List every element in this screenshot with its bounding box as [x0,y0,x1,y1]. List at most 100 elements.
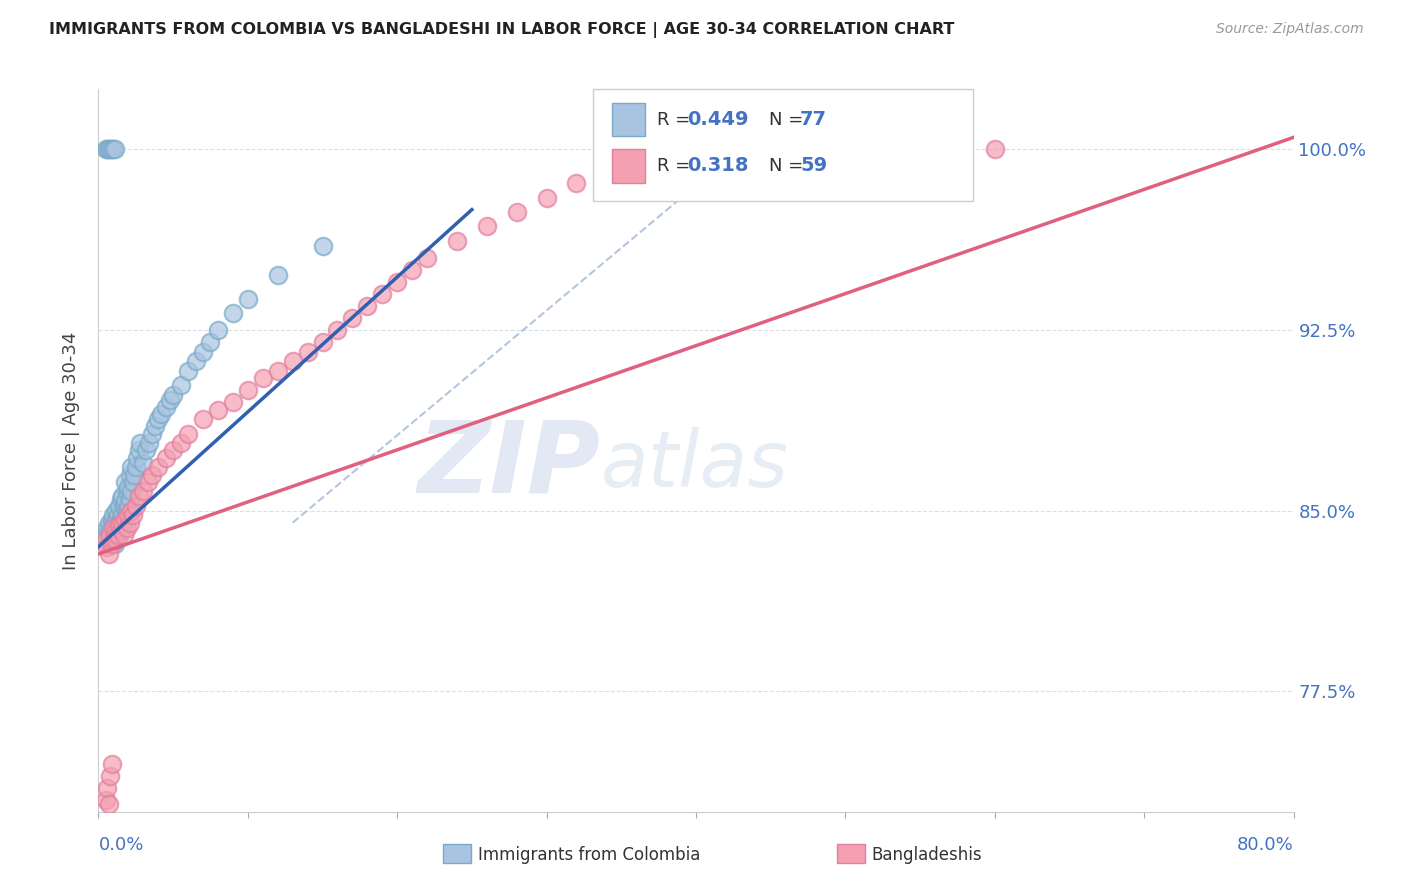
Point [252,371,274,385]
Point [184,354,207,368]
Point [107,518,129,533]
Point [107,527,129,541]
Point [177,426,200,441]
Point [371,287,394,301]
Point [112,499,135,513]
Point [111,520,134,534]
Point [103,520,125,534]
Point [108,527,131,541]
Point [97,547,120,561]
Point [94,793,117,807]
Point [104,142,127,156]
Point [105,523,128,537]
Point [110,511,132,525]
Point [595,166,617,180]
Point [132,484,155,499]
Point [103,520,125,534]
Point [105,503,128,517]
Point [98,769,122,783]
Point [267,364,290,378]
Point [120,503,142,517]
Point [112,516,135,530]
Point [94,533,117,547]
Text: 59: 59 [800,156,827,176]
Point [148,412,170,426]
Point [101,537,124,551]
Point [107,508,129,523]
Point [506,205,529,219]
Point [96,520,118,534]
Point [311,239,333,253]
Point [207,323,229,337]
Text: 77: 77 [800,110,827,129]
Point [125,499,148,513]
Point [236,292,259,306]
Point [94,527,117,541]
Point [141,426,163,441]
Point [984,142,1007,156]
Point [148,460,170,475]
Point [104,537,127,551]
Point [136,475,159,489]
Point [101,513,124,527]
Point [118,467,141,482]
Point [297,344,319,359]
Text: 80.0%: 80.0% [1237,836,1294,854]
Point [128,489,150,503]
Point [103,508,125,523]
Point [103,527,125,541]
Point [169,436,191,450]
Point [118,491,141,506]
Point [565,176,588,190]
Point [114,475,136,489]
Point [356,299,378,313]
Point [416,251,439,265]
Point [155,450,177,465]
Point [97,533,120,547]
Point [111,508,134,523]
Text: 0.449: 0.449 [688,110,749,129]
Y-axis label: In Labor Force | Age 30-34: In Labor Force | Age 30-34 [62,331,80,570]
Point [110,523,132,537]
Point [121,475,143,489]
Text: 0.0%: 0.0% [98,836,143,854]
Point [97,516,120,530]
Point [105,523,128,537]
Point [115,484,138,499]
Point [112,527,135,541]
Point [101,527,124,541]
Point [143,419,166,434]
Point [97,797,120,812]
Point [114,513,136,527]
Point [446,234,468,248]
Point [385,275,409,289]
Text: 0.318: 0.318 [688,156,749,176]
Point [120,484,142,499]
Point [128,443,150,458]
Text: ZIP: ZIP [418,417,600,514]
Point [118,516,141,530]
Point [104,527,127,541]
Point [108,499,131,513]
Point [159,392,181,407]
Point [162,388,184,402]
Point [105,513,128,527]
Point [536,191,558,205]
Point [342,310,364,325]
Point [120,460,142,475]
Point [98,537,122,551]
Point [98,523,122,537]
Point [162,443,184,458]
Point [110,523,132,537]
Point [121,508,143,523]
Point [127,450,149,465]
Point [103,533,125,547]
Point [105,533,128,547]
Point [104,516,127,530]
Text: R =: R = [657,157,696,175]
Text: R =: R = [657,111,696,128]
Point [115,503,138,517]
Point [124,467,146,482]
Point [96,540,118,554]
Point [169,378,191,392]
